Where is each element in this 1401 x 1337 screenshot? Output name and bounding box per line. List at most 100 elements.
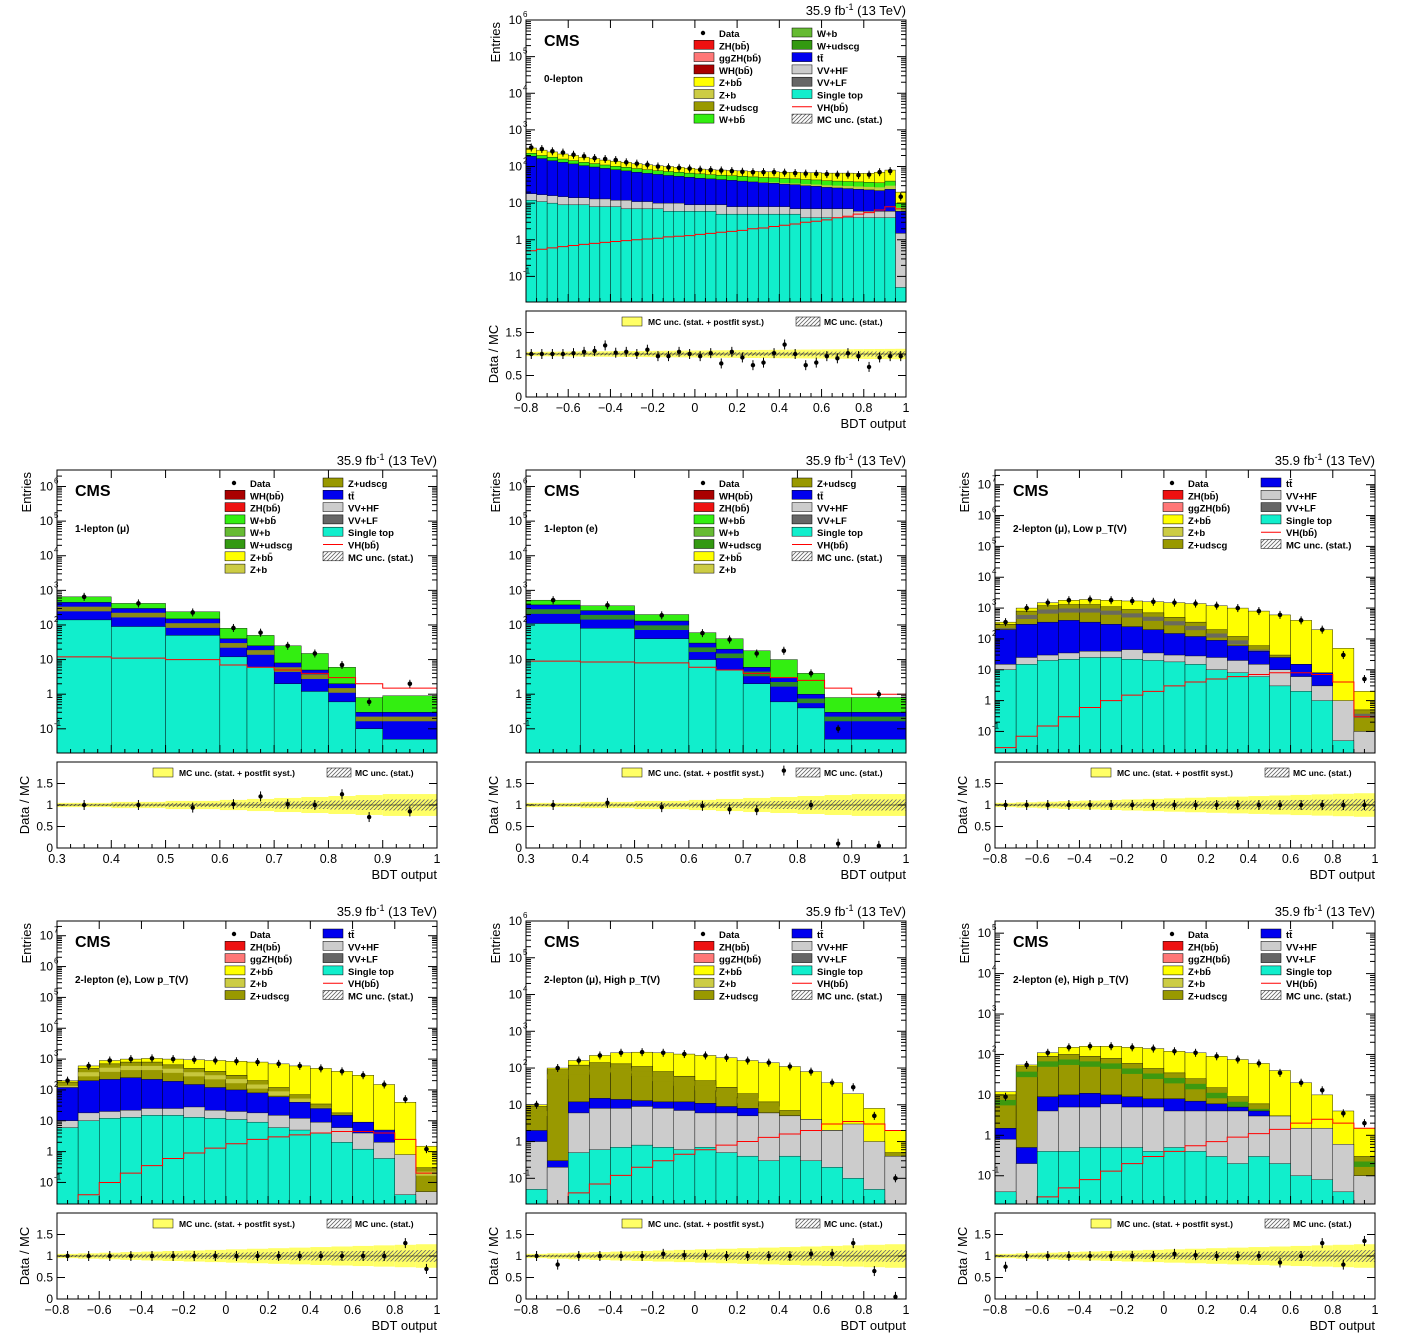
experiment-label: CMS (544, 483, 580, 500)
ratio-bands (57, 789, 437, 823)
data-point (534, 1102, 539, 1108)
signal-line-vh-bb (995, 1118, 1375, 1204)
legend-label: VV+LF (817, 955, 847, 966)
bar-vv-lf (1100, 610, 1122, 615)
legend-swatch (322, 477, 344, 488)
bar-single-top (1269, 1163, 1291, 1204)
y-tick-exponent: 3 (992, 1004, 997, 1013)
data-point (285, 643, 291, 649)
ratio-point (745, 1253, 750, 1259)
bar-w-udscg (1353, 1161, 1375, 1167)
lumi-value: 35.9 fb (806, 904, 846, 919)
ratio-point (682, 1252, 687, 1258)
ratio-point (602, 343, 608, 348)
ratio-point (887, 353, 893, 359)
y-tick-label: 10 (509, 914, 523, 928)
x-tick-label: 0.3 (517, 852, 534, 866)
legend-swatch (224, 953, 246, 963)
ratio-legend-label-syst: MC unc. (stat. + postfit syst.) (648, 768, 764, 778)
bar-vv-hf (1015, 1163, 1038, 1204)
bar-vv-lf (1079, 608, 1101, 613)
ratio-point (740, 355, 745, 360)
category-label: 2-lepton (μ), Low p_T(V) (1013, 524, 1127, 535)
y-tick-label: 10 (509, 618, 523, 632)
data-point (1066, 1045, 1072, 1050)
ratio-point (792, 351, 798, 357)
y-tick-label: 10 (509, 514, 523, 528)
legend-label: VV+HF (348, 504, 379, 515)
experiment-label: CMS (1013, 934, 1049, 951)
data-point (276, 1061, 281, 1067)
experiment-label: CMS (1013, 483, 1049, 500)
data-point (856, 172, 861, 178)
x-tick-label: −0.8 (514, 1303, 539, 1317)
bar-single-top (800, 1160, 822, 1204)
bar-z-b (204, 1075, 226, 1080)
y-tick-label: 1 (515, 1135, 522, 1149)
x-tick-label: −0.2 (640, 401, 665, 415)
bar-single-top (1037, 660, 1059, 753)
ratio-point (727, 807, 732, 812)
x-tick-label: 0.8 (320, 852, 337, 866)
data-point (727, 637, 732, 642)
ratio-y-tick-label: 0 (984, 841, 991, 855)
legend-swatch (693, 52, 715, 62)
signal-line-vh-bb (526, 206, 906, 252)
legend-swatch (693, 490, 715, 500)
ratio-legend-swatch-syst (152, 767, 174, 778)
stack-area (526, 1051, 906, 1204)
bar-single-top (568, 204, 579, 302)
lumi-sup: -1 (1314, 903, 1322, 913)
ratio-y-tick-label: 0.5 (505, 820, 522, 834)
x-tick-label: −0.6 (87, 1303, 112, 1317)
y-tick-exponent: 6 (992, 506, 997, 515)
experiment-label: CMS (544, 934, 580, 951)
bar-z-udscg (247, 650, 275, 655)
lumi-label: 35.9 fb-1 (13 TeV) (337, 903, 437, 919)
legend-swatch (224, 941, 246, 951)
bar-single-top (1290, 1175, 1312, 1204)
legend-label: W+b (719, 528, 740, 539)
x-tick-label: 0.6 (813, 401, 830, 415)
legend-label: Single top (348, 528, 394, 539)
ratio-legend-swatch-syst (152, 1218, 174, 1229)
data-point (887, 168, 893, 174)
bar-single-top (57, 619, 112, 753)
legend-label: MC unc. (stat.) (1286, 992, 1351, 1003)
legend-swatch-mc-unc (322, 551, 344, 562)
bar-single-top (546, 202, 558, 302)
legend-label: W+udscg (719, 541, 762, 552)
ratio-point (787, 1253, 793, 1259)
legend-label: W+b (817, 29, 838, 40)
ratio-point (808, 802, 814, 808)
bar-w-udscg (1163, 1077, 1185, 1084)
legend-label: Z+udscg (817, 479, 857, 490)
legend-label: VV+HF (348, 942, 379, 953)
legend-swatch (322, 928, 344, 939)
legend-label: VH(bb̄) (817, 979, 848, 990)
data-point (65, 1078, 70, 1083)
legend-swatch (791, 477, 813, 488)
ratio-point (835, 356, 840, 361)
signal-line-vh-bb (526, 660, 906, 695)
x-tick-label: 0.4 (771, 401, 788, 415)
y-tick-exponent: 3 (54, 1049, 59, 1058)
y-axis-label: Entries (488, 472, 503, 513)
bar-w-udscg (1185, 1083, 1207, 1090)
x-tick-label: 0.6 (1282, 1303, 1299, 1317)
legend-label: Single top (1286, 967, 1332, 978)
legend-label: VH(bb̄) (1286, 528, 1317, 539)
ratio-point (1024, 802, 1029, 808)
ratio-point (613, 350, 618, 355)
ratio-legend-label-syst: MC unc. (stat. + postfit syst.) (648, 317, 764, 327)
legend-label: ZH(bb̄) (719, 942, 750, 953)
x-axis-label: BDT output (840, 1318, 906, 1333)
stack-area (995, 599, 1375, 753)
legend-label: VH(bb̄) (817, 540, 848, 551)
data-point (1129, 598, 1135, 604)
y-axis-label: Entries (488, 22, 503, 63)
legend-label: ZH(bb̄) (719, 41, 750, 52)
x-tick-label: 0.6 (1282, 852, 1299, 866)
data-point (745, 1058, 750, 1063)
